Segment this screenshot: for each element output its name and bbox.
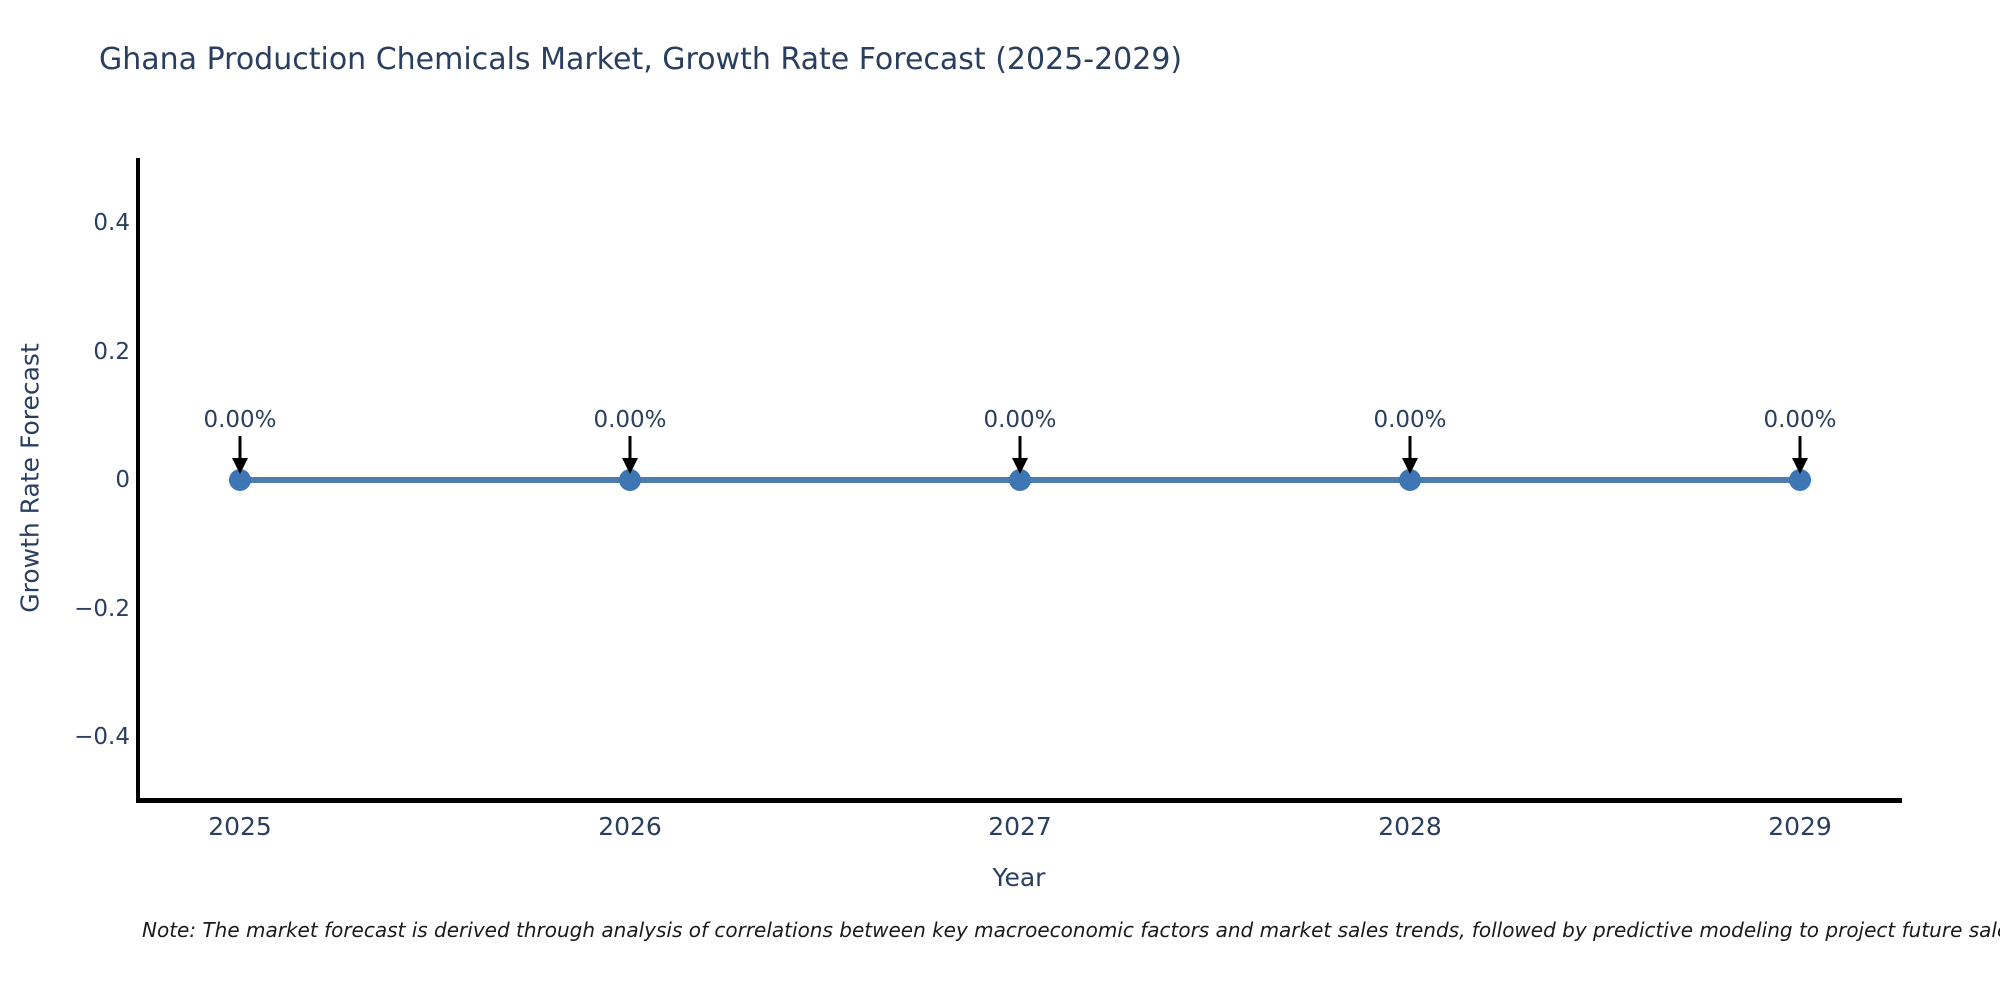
- y-tick-label: 0: [115, 467, 130, 493]
- y-tick-label: 0.4: [93, 210, 130, 236]
- data-point-label: 0.00%: [203, 407, 277, 433]
- chart-title: Ghana Production Chemicals Market, Growt…: [99, 42, 1183, 77]
- down-arrow-icon: [622, 458, 638, 474]
- y-axis-spine: [136, 158, 140, 803]
- footnote: Note: The market forecast is derived thr…: [142, 918, 2000, 942]
- x-tick-label: 2027: [988, 812, 1052, 841]
- y-tick-label: −0.4: [74, 724, 130, 750]
- x-tick-label: 2026: [598, 812, 662, 841]
- x-axis-title: Year: [992, 863, 1046, 892]
- down-arrow-icon: [1402, 458, 1418, 474]
- data-point[interactable]: [619, 469, 641, 491]
- x-tick-label: 2028: [1378, 812, 1442, 841]
- data-point[interactable]: [1009, 469, 1031, 491]
- data-point-label: 0.00%: [593, 407, 667, 433]
- data-point[interactable]: [1789, 469, 1811, 491]
- x-axis-spine: [136, 798, 1902, 803]
- data-point-label: 0.00%: [1763, 407, 1837, 433]
- y-tick-label: 0.2: [93, 338, 130, 365]
- data-point[interactable]: [1399, 469, 1421, 491]
- data-point-label: 0.00%: [1373, 407, 1447, 433]
- down-arrow-icon: [232, 458, 248, 474]
- x-tick-label: 2025: [208, 812, 272, 841]
- data-point[interactable]: [229, 469, 251, 491]
- data-point-label: 0.00%: [983, 407, 1057, 433]
- down-arrow-icon: [1012, 458, 1028, 474]
- x-tick-label: 2029: [1768, 812, 1832, 841]
- y-tick-label: −0.2: [74, 595, 130, 622]
- down-arrow-icon: [1792, 458, 1808, 474]
